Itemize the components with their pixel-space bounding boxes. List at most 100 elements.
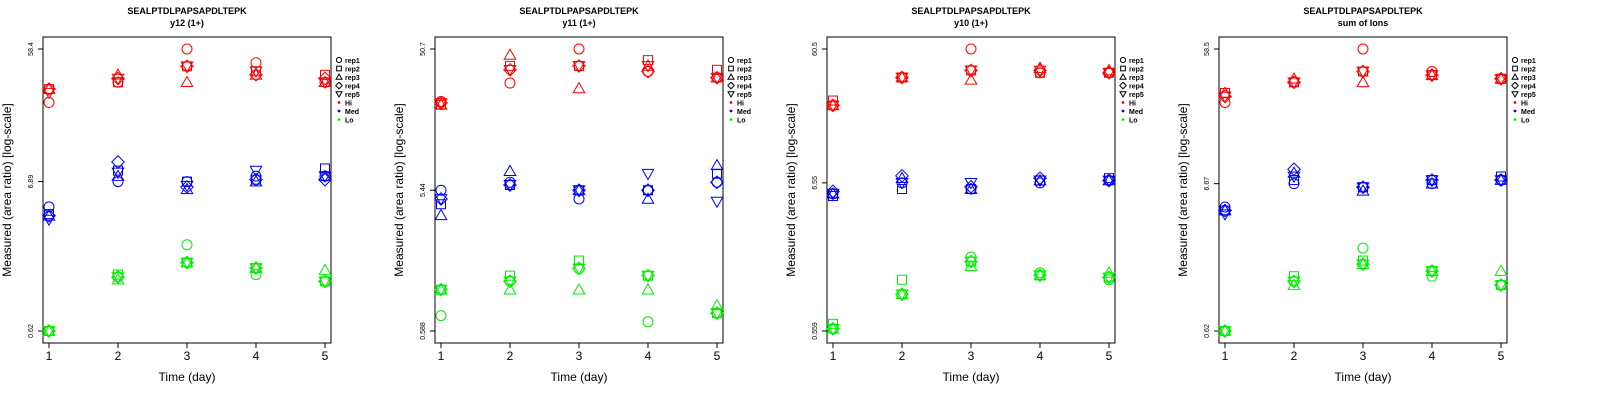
data-point-hi-rep3 <box>826 98 840 111</box>
data-point-med-rep4 <box>249 172 263 187</box>
x-tick-label: 3 <box>968 349 975 363</box>
legend-symbol-rep3 <box>727 73 735 80</box>
y-tick-label: 58.4 <box>28 42 35 56</box>
data-point-hi-rep2 <box>828 95 838 106</box>
data-point-hi-rep4 <box>249 67 263 82</box>
data-point-lo-rep3 <box>1218 324 1232 336</box>
data-point-hi-rep3 <box>964 72 978 85</box>
data-point-med-rep2 <box>643 185 653 196</box>
data-point-hi-rep1 <box>250 57 262 69</box>
data-point-med-rep5 <box>895 178 909 190</box>
legend-symbol-rep5 <box>335 91 343 98</box>
legend-symbol-rep2 <box>1120 65 1126 72</box>
data-point-hi-rep5 <box>249 66 263 79</box>
legend-label: Hi <box>1129 101 1136 108</box>
data-point-hi-rep5 <box>1287 77 1301 90</box>
data-point-hi-rep3 <box>572 81 586 94</box>
legend-symbol-rep5 <box>1511 91 1519 98</box>
legend-label: rep2 <box>737 67 752 74</box>
data-point-lo-rep1 <box>181 239 193 251</box>
x-axis-label: Time (day) <box>943 370 1000 384</box>
data-point-hi-rep5 <box>572 61 586 73</box>
x-axis-label: Time (day) <box>551 370 608 384</box>
data-point-hi-rep5 <box>1356 66 1370 79</box>
x-tick-label: 3 <box>184 349 191 363</box>
legend-label: rep5 <box>737 92 752 99</box>
y-axis-label: Measured (area ratio) [log-scale] <box>1176 103 1190 276</box>
legend-label: Med <box>1129 109 1143 116</box>
data-point-lo-rep3 <box>895 287 909 300</box>
data-point-lo-rep1 <box>1357 242 1369 254</box>
x-tick-label: 1 <box>1222 349 1229 363</box>
chart-panel-2: SEALPTDLPAPSAPDLTEPK y11 (1+) 1 2 3 4 5 Time (d… <box>392 6 752 384</box>
data-point-med-rep5 <box>434 194 448 206</box>
legend-label: rep2 <box>1129 67 1144 74</box>
data-point-med-rep2 <box>897 184 907 195</box>
data-point-med-rep3 <box>503 164 517 177</box>
data-point-lo-rep5 <box>42 326 56 338</box>
data-point-med-rep3 <box>710 158 724 171</box>
data-point-med-rep5 <box>1425 175 1439 187</box>
data-point-med-rep3 <box>434 208 448 221</box>
data-point-lo-rep3 <box>1494 264 1508 276</box>
data-point-med-rep1 <box>1288 178 1300 190</box>
data-point-lo-rep5 <box>180 257 194 270</box>
data-point-lo-rep5 <box>1102 272 1116 285</box>
data-point-lo-rep5 <box>1218 326 1232 338</box>
legend-symbol-rep3 <box>335 73 343 80</box>
legend-symbol-rep2 <box>728 65 734 72</box>
legend-label: rep5 <box>1129 92 1144 99</box>
legend-symbol-rep1 <box>727 56 735 64</box>
data-point-med-rep5 <box>1102 175 1116 188</box>
data-point-lo-rep2 <box>897 274 907 285</box>
legend-label: Med <box>737 109 751 116</box>
data-point-lo-rep3 <box>1356 257 1370 270</box>
data-point-hi-rep1 <box>965 43 977 55</box>
data-point-med-rep3 <box>111 169 125 181</box>
data-point-hi-rep5 <box>964 65 978 78</box>
data-point-med-rep4 <box>42 208 56 223</box>
data-point-lo-rep2 <box>828 318 838 329</box>
x-tick-label: 5 <box>1498 349 1505 363</box>
legend-label: rep1 <box>737 58 752 65</box>
data-point-med-rep5 <box>180 180 194 193</box>
x-tick-label: 4 <box>1037 349 1044 363</box>
data-point-lo-rep5 <box>111 272 125 284</box>
plot-area <box>1218 36 1508 344</box>
legend-symbol-rep1 <box>335 56 343 64</box>
data-point-lo-rep3 <box>1033 268 1047 281</box>
data-point-lo-rep1 <box>250 269 262 281</box>
legend-label: Lo <box>1521 118 1530 125</box>
data-point-lo-rep5 <box>895 289 909 301</box>
data-point-med-rep3 <box>572 183 586 196</box>
legend-label: rep5 <box>345 92 360 99</box>
data-point-hi-rep3 <box>249 68 263 80</box>
data-point-med-rep5 <box>42 214 56 227</box>
data-point-lo-rep3 <box>641 282 655 295</box>
chart-title: SEALPTDLPAPSAPDLTEPK <box>519 6 639 16</box>
data-point-med-rep5 <box>1494 175 1508 187</box>
legend-label: Hi <box>1521 101 1528 108</box>
data-point-med-rep5 <box>111 167 125 180</box>
data-point-hi-rep5 <box>641 61 655 73</box>
data-point-lo-rep3 <box>318 263 332 276</box>
data-point-hi-rep4 <box>42 82 56 97</box>
y-axis-label: Measured (area ratio) [log-scale] <box>0 103 14 276</box>
data-point-lo-rep3 <box>572 282 586 295</box>
data-point-hi-rep3 <box>1425 68 1439 80</box>
y-tick-label: 5.44 <box>420 183 427 197</box>
x-tick-label: 1 <box>438 349 445 363</box>
data-point-med-rep1 <box>711 176 723 188</box>
data-point-hi-rep5 <box>1425 70 1439 82</box>
y-tick-label: 50.7 <box>420 42 427 56</box>
data-point-med-rep5 <box>249 165 263 178</box>
legend-symbol-rep4 <box>727 81 735 90</box>
chart-subtitle: y11 (1+) <box>562 18 595 28</box>
x-tick-label: 2 <box>115 349 122 363</box>
data-point-med-rep4 <box>1218 203 1232 218</box>
data-point-lo-rep3 <box>710 298 724 311</box>
plot-area <box>42 36 332 344</box>
data-point-lo-rep3 <box>1102 266 1116 278</box>
